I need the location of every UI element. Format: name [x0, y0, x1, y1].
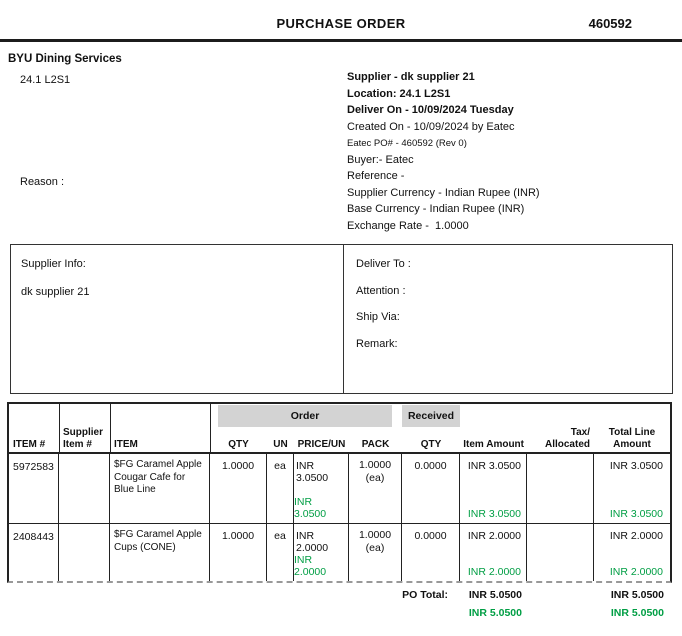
order-group-header: Order [218, 405, 392, 427]
cell-supplier-item [59, 524, 110, 581]
cell-tax-allocated [527, 524, 594, 581]
col-header-tax-line1: Tax/ [570, 427, 590, 438]
po-total-line-amount-base: INR 5.0500 [610, 607, 664, 619]
price-un-value: INR 3.0500 [296, 460, 329, 484]
items-table-body: 5972583 $FG Caramel Apple Cougar Cafe fo… [7, 454, 672, 583]
detail-eatec-po: Eatec PO# - 460592 (Rev 0) [347, 137, 467, 149]
item-amount-base-value: INR 3.0500 [467, 508, 521, 520]
cell-pack: 1.0000 (ea) [349, 454, 402, 524]
items-table: Order Received ITEM # Supplier Item # IT… [7, 402, 672, 583]
cell-received-qty: 0.0000 [402, 454, 460, 524]
item-amount-base-value: INR 2.0000 [467, 566, 521, 578]
detail-buyer: Buyer:- Eatec [347, 153, 414, 166]
received-group-header: Received [402, 405, 460, 427]
cell-pack: 1.0000 (ea) [349, 524, 402, 581]
col-header-supplier-item-line1: Supplier [63, 427, 104, 438]
item-amount-value: INR 3.0500 [467, 460, 521, 472]
cell-total-line: INR 3.0500 INR 3.0500 [594, 454, 670, 524]
total-line-value: INR 2.0000 [609, 530, 663, 542]
col-header-tax-allocated: Tax/ Allocated [527, 427, 590, 450]
page-title: PURCHASE ORDER [276, 16, 406, 31]
col-header-total-line2: Amount [613, 438, 651, 450]
po-totals: PO Total: INR 5.0500 INR 5.0500 INR 5.05… [7, 589, 672, 625]
po-total-item-amount-base: INR 5.0500 [468, 607, 522, 619]
col-header-tax-line2: Allocated [544, 438, 590, 450]
price-un-base-value: INR 3.0500 [294, 496, 327, 520]
supplier-name: dk supplier 21 [21, 286, 90, 298]
cell-item-description: $FG Caramel Apple Cougar Cafe for Blue L… [110, 454, 210, 524]
col-header-qty: QTY [228, 438, 249, 450]
po-number: 460592 [588, 16, 632, 31]
total-line-base-value: INR 2.0000 [609, 566, 663, 578]
po-total-line-amount: INR 5.0500 [610, 589, 664, 601]
pack-unit: (ea) [365, 541, 385, 554]
col-header-supplier-item-line2: Item # [63, 438, 92, 450]
organization-name: BYU Dining Services [8, 53, 122, 65]
col-header-pack: PACK [361, 438, 390, 450]
item-amount-value: INR 2.0000 [467, 530, 521, 542]
detail-created-on: Created On - 10/09/2024 by Eatec [347, 120, 515, 133]
detail-supplier-currency: Supplier Currency - Indian Rupee (INR) [347, 186, 540, 199]
pack-qty: 1.0000 [358, 459, 392, 471]
items-table-header: Order Received ITEM # Supplier Item # IT… [7, 402, 672, 454]
cell-item-amount: INR 3.0500 INR 3.0500 [460, 454, 527, 524]
cell-un: ea [267, 454, 294, 524]
remark-label: Remark: [356, 337, 398, 350]
total-line-value: INR 3.0500 [609, 460, 663, 472]
cell-un: ea [267, 524, 294, 581]
detail-base-currency: Base Currency - Indian Rupee (INR) [347, 203, 525, 216]
header-column-divider [210, 404, 211, 452]
col-header-total-line1: Total Line [608, 427, 656, 438]
location-code: 24.1 L2S1 [20, 74, 71, 86]
order-details: Supplier - dk supplier 21 Location: 24.1… [347, 69, 540, 234]
ship-via-label: Ship Via: [356, 311, 400, 323]
supplier-info-label: Supplier Info: [21, 258, 86, 270]
pack-unit: (ea) [365, 471, 385, 484]
detail-exchange-rate: Exchange Rate - 1.0000 [347, 219, 469, 232]
detail-location: Location: 24.1 L2S1 [347, 87, 451, 100]
price-un-value: INR 2.0000 [296, 530, 329, 554]
address-boxes: Supplier Info: dk supplier 21 Deliver To… [10, 244, 673, 394]
cell-total-line: INR 2.0000 INR 2.0000 [594, 524, 670, 581]
cell-item-no: 5972583 [9, 454, 59, 524]
col-header-un: UN [273, 438, 288, 450]
cell-received-qty: 0.0000 [402, 524, 460, 581]
detail-deliver-on: Deliver On - 10/09/2024 Tuesday [347, 104, 514, 117]
table-row: 2408443 $FG Caramel Apple Cups (CONE) 1.… [9, 524, 670, 581]
table-row: 5972583 $FG Caramel Apple Cougar Cafe fo… [9, 454, 670, 524]
cell-tax-allocated [527, 454, 594, 524]
col-header-price-un: PRICE/UN [297, 438, 346, 450]
cell-item-no: 2408443 [9, 524, 59, 581]
supplier-info-box: Supplier Info: dk supplier 21 [11, 245, 344, 393]
attention-label: Attention : [356, 284, 406, 297]
deliver-to-box: Deliver To : Attention : Ship Via: Remar… [344, 245, 672, 393]
cell-price-un: INR 3.0500 INR 3.0500 [294, 454, 349, 524]
col-header-supplier-item: Supplier Item # [63, 427, 103, 450]
deliver-to-label: Deliver To : [356, 258, 411, 270]
detail-reference: Reference - [347, 170, 405, 183]
cell-qty: 1.0000 [210, 524, 267, 581]
po-total-item-amount: INR 5.0500 [468, 589, 522, 601]
reason-label: Reason : [20, 176, 65, 188]
cell-qty: 1.0000 [210, 454, 267, 524]
total-line-base-value: INR 3.0500 [609, 508, 663, 520]
price-un-base-value: INR 2.0000 [294, 554, 327, 578]
pack-qty: 1.0000 [358, 529, 392, 541]
col-header-total-line: Total Line Amount [594, 427, 670, 450]
cell-price-un: INR 2.0000 INR 2.0000 [294, 524, 349, 581]
po-total-label: PO Total: [402, 589, 448, 601]
header-column-divider [110, 404, 111, 452]
cell-supplier-item [59, 454, 110, 524]
header-column-divider [59, 404, 60, 452]
detail-supplier: Supplier - dk supplier 21 [347, 71, 475, 84]
col-header-item-amount: Item Amount [463, 438, 524, 450]
header-divider [0, 39, 682, 42]
col-header-item-no: ITEM # [13, 438, 46, 450]
col-header-received-qty: QTY [420, 438, 442, 450]
col-header-item: ITEM [114, 438, 138, 450]
cell-item-amount: INR 2.0000 INR 2.0000 [460, 524, 527, 581]
cell-item-description: $FG Caramel Apple Cups (CONE) [110, 524, 210, 581]
